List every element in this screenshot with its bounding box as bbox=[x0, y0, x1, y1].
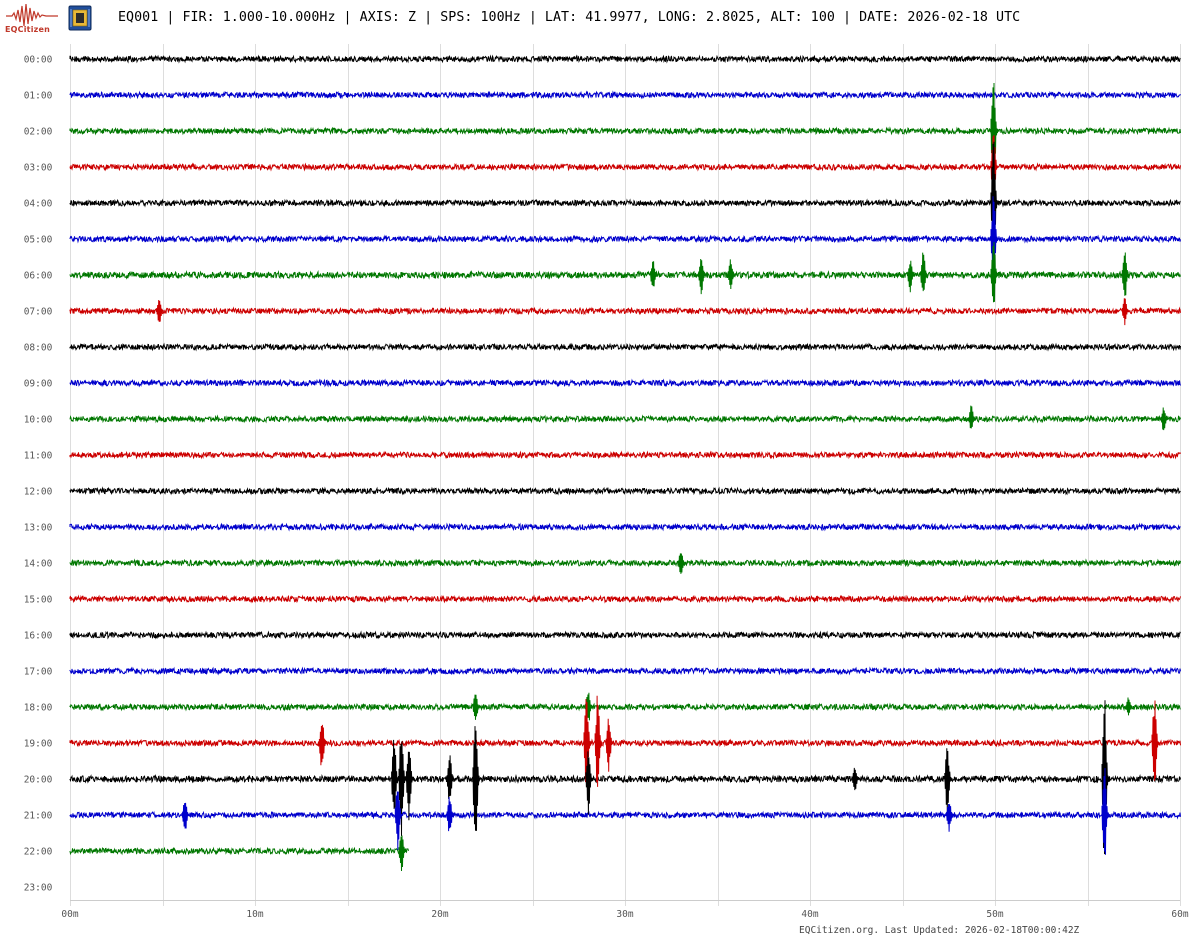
event-spike bbox=[990, 135, 1000, 198]
trace-line bbox=[69, 846, 409, 856]
event-spike bbox=[182, 802, 191, 829]
trace-lines bbox=[69, 54, 1181, 856]
event-spike bbox=[1101, 768, 1111, 855]
row-hour-label: 20:00 bbox=[24, 775, 53, 786]
event-spike bbox=[677, 553, 687, 574]
trace-line bbox=[69, 54, 1181, 64]
trace-line bbox=[69, 630, 1181, 640]
header: EQCitizen EQ001 | FIR: 1.000-10.000Hz | … bbox=[0, 0, 1200, 38]
trace-line bbox=[69, 342, 1181, 352]
trace-line bbox=[69, 810, 1181, 820]
x-tick-label: 00m bbox=[61, 909, 78, 920]
event-spike bbox=[1121, 252, 1131, 296]
row-hour-label: 17:00 bbox=[24, 667, 53, 678]
logo-text: EQCitizen bbox=[5, 25, 51, 34]
x-tick-label: 30m bbox=[616, 909, 633, 920]
event-spike bbox=[946, 803, 955, 832]
row-hour-label: 00:00 bbox=[24, 55, 53, 66]
x-tick-label: 50m bbox=[986, 909, 1003, 920]
row-hour-label: 16:00 bbox=[24, 631, 53, 642]
event-spike bbox=[698, 258, 707, 295]
seismograph-logo-icon[interactable] bbox=[6, 2, 58, 28]
event-spike bbox=[851, 767, 861, 791]
event-spike bbox=[472, 694, 481, 720]
event-spike bbox=[990, 141, 1000, 273]
row-hour-label: 03:00 bbox=[24, 163, 53, 174]
trace-line bbox=[69, 558, 1181, 568]
event-spike bbox=[968, 405, 977, 429]
event-spike bbox=[594, 695, 604, 787]
event-spike bbox=[650, 261, 659, 287]
event-spike bbox=[446, 755, 456, 799]
trace-line bbox=[69, 450, 1181, 460]
axis-labels: 00m 10m 20m 30m 40m 50m 60m 00:00 01:00 02:00 03:0… bbox=[24, 55, 1189, 921]
event-spike bbox=[398, 741, 408, 837]
event-spike bbox=[398, 835, 407, 872]
event-spike bbox=[394, 791, 404, 851]
event-spike bbox=[1151, 700, 1161, 781]
event-spike bbox=[1160, 407, 1170, 431]
row-hour-label: 09:00 bbox=[24, 379, 53, 390]
trace-line bbox=[69, 773, 1181, 784]
row-hour-label: 02:00 bbox=[24, 127, 53, 138]
row-hour-label: 04:00 bbox=[24, 199, 53, 210]
event-spike bbox=[472, 726, 482, 831]
row-hour-label: 21:00 bbox=[24, 811, 53, 822]
event-spike bbox=[605, 718, 615, 772]
trace-line bbox=[69, 594, 1181, 604]
trace-line bbox=[69, 522, 1181, 532]
trace-line bbox=[69, 378, 1181, 388]
row-hour-label: 15:00 bbox=[24, 595, 53, 606]
row-hour-label: 19:00 bbox=[24, 739, 53, 750]
event-spike bbox=[1121, 298, 1131, 326]
station-info: EQ001 | FIR: 1.000-10.000Hz | AXIS: Z | … bbox=[118, 10, 1021, 25]
trace-line bbox=[69, 702, 1181, 712]
x-tick-label: 40m bbox=[801, 909, 818, 920]
row-hour-label: 22:00 bbox=[24, 847, 53, 858]
x-tick-label: 10m bbox=[246, 909, 263, 920]
trace-line bbox=[69, 486, 1181, 496]
row-hour-label: 10:00 bbox=[24, 415, 53, 426]
trace-line bbox=[69, 306, 1181, 316]
event-spikes bbox=[156, 82, 1170, 872]
row-hour-label: 14:00 bbox=[24, 559, 53, 570]
event-spike bbox=[920, 252, 929, 292]
event-spike bbox=[391, 739, 400, 809]
row-hour-label: 01:00 bbox=[24, 91, 53, 102]
row-hour-label: 07:00 bbox=[24, 307, 53, 318]
trace-line bbox=[69, 90, 1181, 100]
trace-line bbox=[69, 414, 1181, 424]
row-hour-label: 23:00 bbox=[24, 883, 53, 894]
sensor-device-icon bbox=[68, 5, 92, 31]
last-updated-text: EQCitizen.org. Last Updated: 2026-02-18T… bbox=[799, 925, 1080, 936]
event-spike bbox=[990, 241, 1000, 303]
trace-line bbox=[69, 666, 1181, 676]
event-spike bbox=[990, 196, 1000, 281]
row-hour-label: 12:00 bbox=[24, 487, 53, 498]
trace-line bbox=[69, 738, 1181, 748]
event-spike bbox=[990, 82, 1000, 194]
event-spike bbox=[156, 299, 165, 322]
row-hour-label: 18:00 bbox=[24, 703, 53, 714]
event-spike bbox=[405, 751, 415, 821]
event-spike bbox=[318, 724, 328, 766]
row-hour-label: 08:00 bbox=[24, 343, 53, 354]
event-spike bbox=[907, 260, 916, 293]
row-hour-label: 05:00 bbox=[24, 235, 53, 246]
event-spike bbox=[585, 751, 594, 815]
row-hour-label: 11:00 bbox=[24, 451, 53, 462]
event-spike bbox=[585, 692, 594, 721]
x-tick-label: 60m bbox=[1171, 909, 1188, 920]
event-spike bbox=[1125, 697, 1134, 716]
event-spike bbox=[446, 796, 456, 832]
event-spike bbox=[727, 259, 737, 290]
row-hour-label: 13:00 bbox=[24, 523, 53, 534]
event-spike bbox=[944, 748, 953, 814]
row-hour-label: 06:00 bbox=[24, 271, 53, 282]
x-tick-label: 20m bbox=[431, 909, 448, 920]
